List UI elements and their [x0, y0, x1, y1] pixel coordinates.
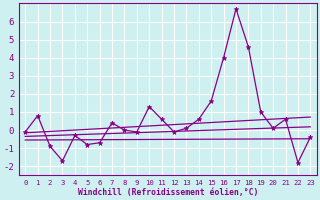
- X-axis label: Windchill (Refroidissement éolien,°C): Windchill (Refroidissement éolien,°C): [78, 188, 258, 197]
